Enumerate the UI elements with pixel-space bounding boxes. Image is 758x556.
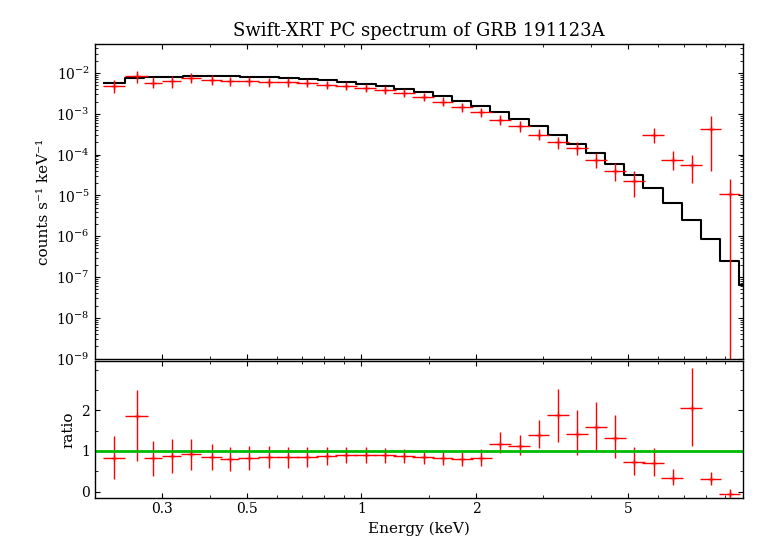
- Y-axis label: counts s⁻¹ keV⁻¹: counts s⁻¹ keV⁻¹: [36, 138, 51, 265]
- Title: Swift-XRT PC spectrum of GRB 191123A: Swift-XRT PC spectrum of GRB 191123A: [233, 22, 605, 40]
- X-axis label: Energy (keV): Energy (keV): [368, 522, 470, 537]
- Y-axis label: ratio: ratio: [61, 411, 76, 448]
